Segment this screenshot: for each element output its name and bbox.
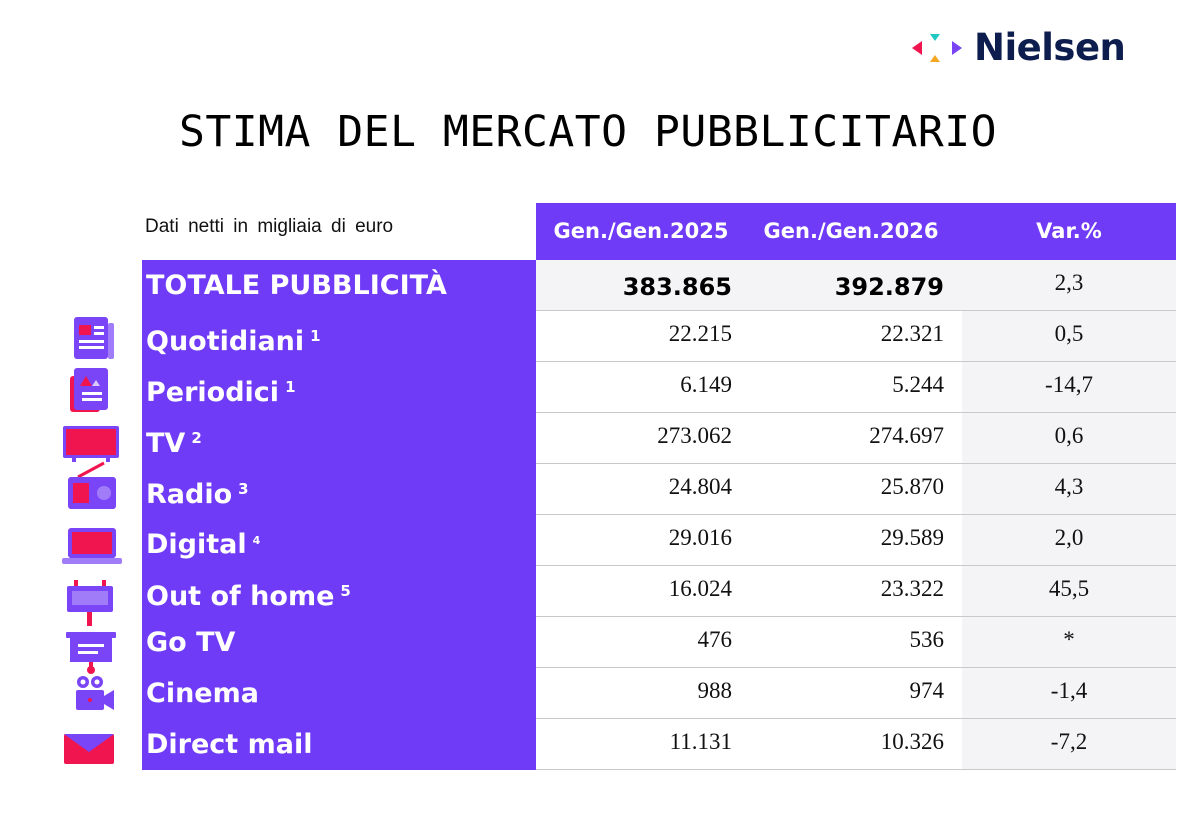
value-2026: 23.322	[880, 576, 944, 601]
page-title: STIMA DEL MERCATO PUBBLICITARIO	[178, 107, 998, 157]
row-label: Cinema	[142, 668, 536, 719]
row-note: 1	[310, 327, 321, 345]
nielsen-logo: Nielsen	[908, 26, 1126, 70]
row-label-text: Quotidiani	[146, 326, 305, 357]
value-2026: 392.879	[748, 260, 962, 311]
movie-camera-icon	[76, 676, 114, 710]
table-row: Cinema 988 974 -1,4	[142, 668, 1176, 719]
row-divider	[536, 565, 1176, 566]
row-label-text: Radio	[146, 479, 233, 510]
value-2025: 24.804	[668, 474, 732, 499]
value-2025: 29.016	[668, 525, 732, 550]
value-var: *	[962, 617, 1176, 668]
value-var: -1,4	[962, 668, 1176, 719]
row-label: Radio 3	[142, 464, 536, 515]
header-var: Var.%	[1036, 219, 1102, 243]
row-label: TOTALE PUBBLICITÀ	[142, 260, 536, 311]
value-2026: 5.244	[892, 372, 944, 397]
header-gen-2025: Gen./Gen.2025	[553, 219, 729, 243]
row-note: 5	[340, 582, 351, 600]
table-subtitle: Dati netti in migliaia di euro	[145, 216, 394, 237]
table-row: Out of home 5 16.024 23.322 45,5	[142, 566, 1176, 617]
table-row: Quotidiani 1 22.215 22.321 0,5	[142, 311, 1176, 362]
row-divider	[536, 667, 1176, 668]
envelope-icon	[64, 734, 114, 764]
laptop-icon	[62, 528, 122, 564]
value-var: -14,7	[962, 362, 1176, 413]
value-var: 4,3	[962, 464, 1176, 515]
value-2025: 383.865	[536, 260, 748, 311]
table-row: Direct mail 11.131 10.326 -7,2	[142, 719, 1176, 770]
brand-name: Nielsen	[974, 26, 1126, 69]
value-2025: 476	[697, 627, 733, 652]
value-2025: 11.131	[669, 729, 732, 754]
row-label-text: Digital	[146, 529, 247, 560]
value-2026: 536	[909, 627, 945, 652]
magazine-icon	[70, 368, 108, 412]
value-2025: 22.215	[668, 321, 732, 346]
table-row: Radio 3 24.804 25.870 4,3	[142, 464, 1176, 515]
table-row: Periodici 1 6.149 5.244 -14,7	[142, 362, 1176, 413]
row-divider	[536, 514, 1176, 515]
row-label-text: TV	[146, 428, 186, 459]
row-label: TV 2	[142, 413, 536, 464]
row-note: 1	[285, 378, 296, 396]
row-note: 3	[238, 480, 249, 498]
table-row: TV 2 273.062 274.697 0,6	[142, 413, 1176, 464]
value-var: 2,3	[962, 260, 1176, 311]
table-row: Digital 4 29.016 29.589 2,0	[142, 515, 1176, 566]
row-label-text: Direct mail	[146, 729, 313, 760]
row-divider	[536, 361, 1176, 362]
row-divider	[536, 718, 1176, 719]
header-gen-2026: Gen./Gen.2026	[763, 219, 939, 243]
value-var: -7,2	[962, 719, 1176, 770]
table-row: Go TV 476 536 *	[142, 617, 1176, 668]
table-header: Gen./Gen.2025 Gen./Gen.2026 Var.%	[536, 203, 1176, 260]
value-2025: 6.149	[680, 372, 732, 397]
row-label: Go TV	[142, 617, 536, 668]
row-divider	[536, 616, 1176, 617]
row-label-text: Go TV	[146, 627, 236, 658]
row-divider	[536, 769, 1176, 770]
row-label-text: Cinema	[146, 678, 259, 709]
nielsen-logo-mark-icon	[912, 34, 962, 62]
row-label: Direct mail	[142, 719, 536, 770]
value-var: 45,5	[962, 566, 1176, 617]
tv-icon	[63, 426, 119, 462]
row-label: Quotidiani 1	[142, 311, 536, 362]
value-2026: 29.589	[880, 525, 944, 550]
row-label-text: Out of home	[146, 581, 335, 612]
value-var: 0,5	[962, 311, 1176, 362]
screen-stand-icon	[66, 632, 116, 674]
table-row-total: TOTALE PUBBLICITÀ 383.865 392.879 2,3	[142, 260, 1176, 311]
billboard-icon	[67, 580, 113, 626]
row-divider	[536, 463, 1176, 464]
row-label-text: Periodici	[146, 377, 280, 408]
value-2026: 274.697	[869, 423, 944, 448]
row-label: Digital 4	[142, 515, 536, 566]
value-2026: 22.321	[880, 321, 944, 346]
value-2025: 988	[697, 678, 733, 703]
value-2025: 16.024	[668, 576, 732, 601]
row-divider	[536, 310, 1176, 311]
newspaper-icon	[74, 317, 114, 359]
value-2026: 25.870	[880, 474, 944, 499]
row-note: 2	[191, 429, 202, 447]
value-2025: 273.062	[657, 423, 732, 448]
row-label: Out of home 5	[142, 566, 536, 617]
value-2026: 10.326	[880, 729, 944, 754]
value-2026: 974	[909, 678, 945, 703]
row-divider	[536, 412, 1176, 413]
row-note: 4	[252, 534, 261, 547]
value-var: 2,0	[962, 515, 1176, 566]
radio-icon	[68, 461, 116, 509]
row-label: Periodici 1	[142, 362, 536, 413]
value-var: 0,6	[962, 413, 1176, 464]
